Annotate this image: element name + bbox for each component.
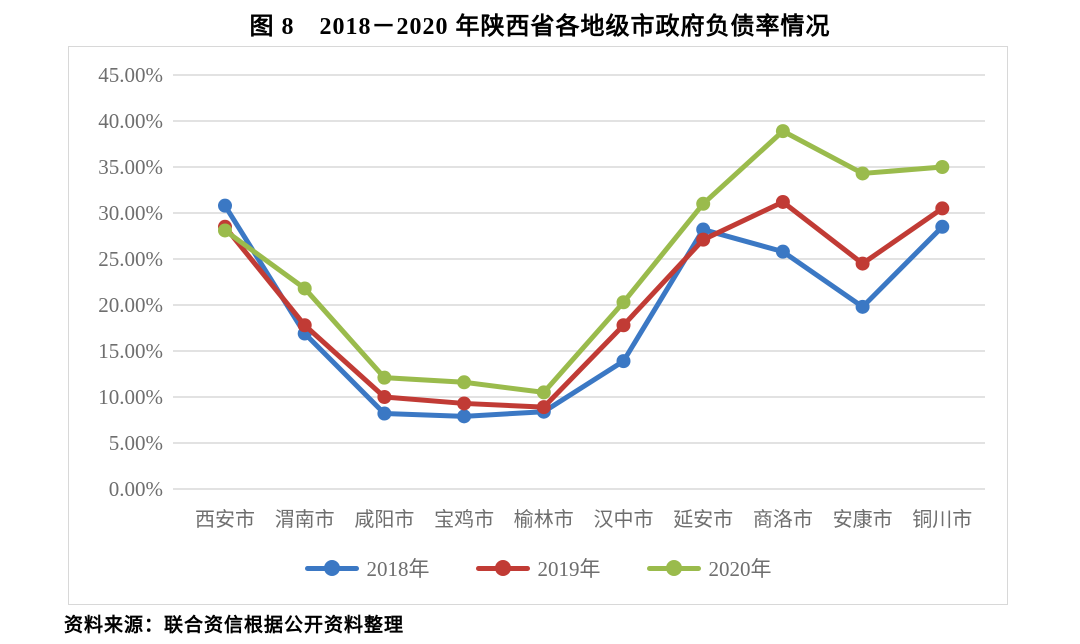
data-point-2019年 (616, 318, 631, 333)
legend-item-2020年: 2020年 (646, 553, 772, 583)
data-point-2020年 (616, 295, 631, 310)
x-axis-category-label: 延安市 (673, 508, 733, 531)
y-axis-tick-label: 20.00% (98, 293, 163, 317)
data-point-2019年 (377, 390, 392, 404)
legend-label: 2020年 (708, 557, 772, 581)
legend-marker-icon (304, 560, 359, 576)
y-axis-tick-label: 15.00% (98, 339, 163, 363)
data-point-2020年 (775, 124, 790, 139)
chart-area: 45.00% 40.00% 35.00% 30.00% 25.00% 20.00% 15.0… (68, 46, 1008, 605)
x-axis-category-label: 汉中市 (594, 508, 654, 531)
y-axis-tick-label: 35.00% (98, 155, 163, 179)
legend-item-2018年: 2018年 (304, 553, 430, 583)
y-axis-tick-label: 40.00% (98, 109, 163, 133)
x-axis-category-label: 商洛市 (753, 508, 813, 531)
y-axis-tick-label: 30.00% (98, 201, 163, 225)
x-axis-category-label: 榆林市 (514, 508, 574, 531)
data-point-2018年 (457, 409, 472, 424)
data-point-2020年 (935, 160, 950, 174)
data-point-2019年 (297, 318, 312, 333)
data-point-2018年 (616, 354, 631, 369)
data-point-2020年 (297, 281, 312, 296)
source-note: 资料来源：联合资信根据公开资料整理 (64, 615, 405, 636)
data-point-2020年 (696, 196, 711, 211)
y-axis-tick-label: 5.00% (109, 431, 163, 455)
data-point-2018年 (855, 299, 870, 314)
line-chart: 45.00% 40.00% 35.00% 30.00% 25.00% 20.00% 15.0… (98, 63, 985, 531)
legend-label: 2018年 (366, 557, 430, 581)
series-line-2018年 (222, 203, 945, 419)
x-axis-category-label: 铜川市 (912, 508, 972, 531)
data-point-2019年 (457, 396, 472, 411)
chart-legend: 2018年 2019年 2020年 (69, 553, 1007, 583)
legend-dot-icon (323, 560, 340, 576)
data-point-2020年 (855, 166, 870, 181)
x-axis-category-label: 渭南市 (275, 508, 335, 531)
x-axis-category-label: 咸阳市 (354, 508, 414, 531)
data-point-2018年 (218, 198, 232, 213)
legend-label: 2019年 (537, 557, 601, 581)
chart-title: 图 8 2018－2020 年陕西省各地级市政府负债率情况 (249, 14, 831, 40)
data-point-2020年 (536, 385, 551, 400)
data-point-2019年 (935, 201, 950, 216)
series-line-2020年 (222, 128, 945, 395)
y-axis-tick-label: 10.00% (98, 385, 163, 409)
data-point-2018年 (935, 219, 950, 234)
legend-marker-icon (646, 560, 701, 576)
y-axis-tick-label: 25.00% (98, 247, 163, 271)
y-axis-tick-label: 45.00% (98, 63, 163, 87)
x-axis-category-label: 宝鸡市 (434, 508, 494, 531)
series-line-2019年 (222, 199, 945, 410)
legend-dot-icon (494, 560, 511, 576)
data-point-2018年 (775, 244, 790, 259)
legend-dot-icon (665, 560, 682, 576)
data-point-2019年 (855, 256, 870, 271)
y-axis-tick-label: 0.00% (109, 477, 163, 501)
legend-item-2019年: 2019年 (475, 553, 601, 583)
data-point-2020年 (218, 223, 232, 238)
data-point-2020年 (457, 375, 472, 390)
data-point-2019年 (536, 400, 551, 415)
data-point-2019年 (696, 232, 711, 247)
x-axis-category-label: 西安市 (195, 508, 255, 531)
data-point-2018年 (696, 222, 711, 237)
legend-marker-icon (475, 560, 530, 576)
data-point-2018年 (377, 406, 392, 421)
data-point-2019年 (775, 194, 790, 209)
data-point-2020年 (377, 370, 392, 385)
x-axis-category-label: 安康市 (833, 508, 893, 531)
